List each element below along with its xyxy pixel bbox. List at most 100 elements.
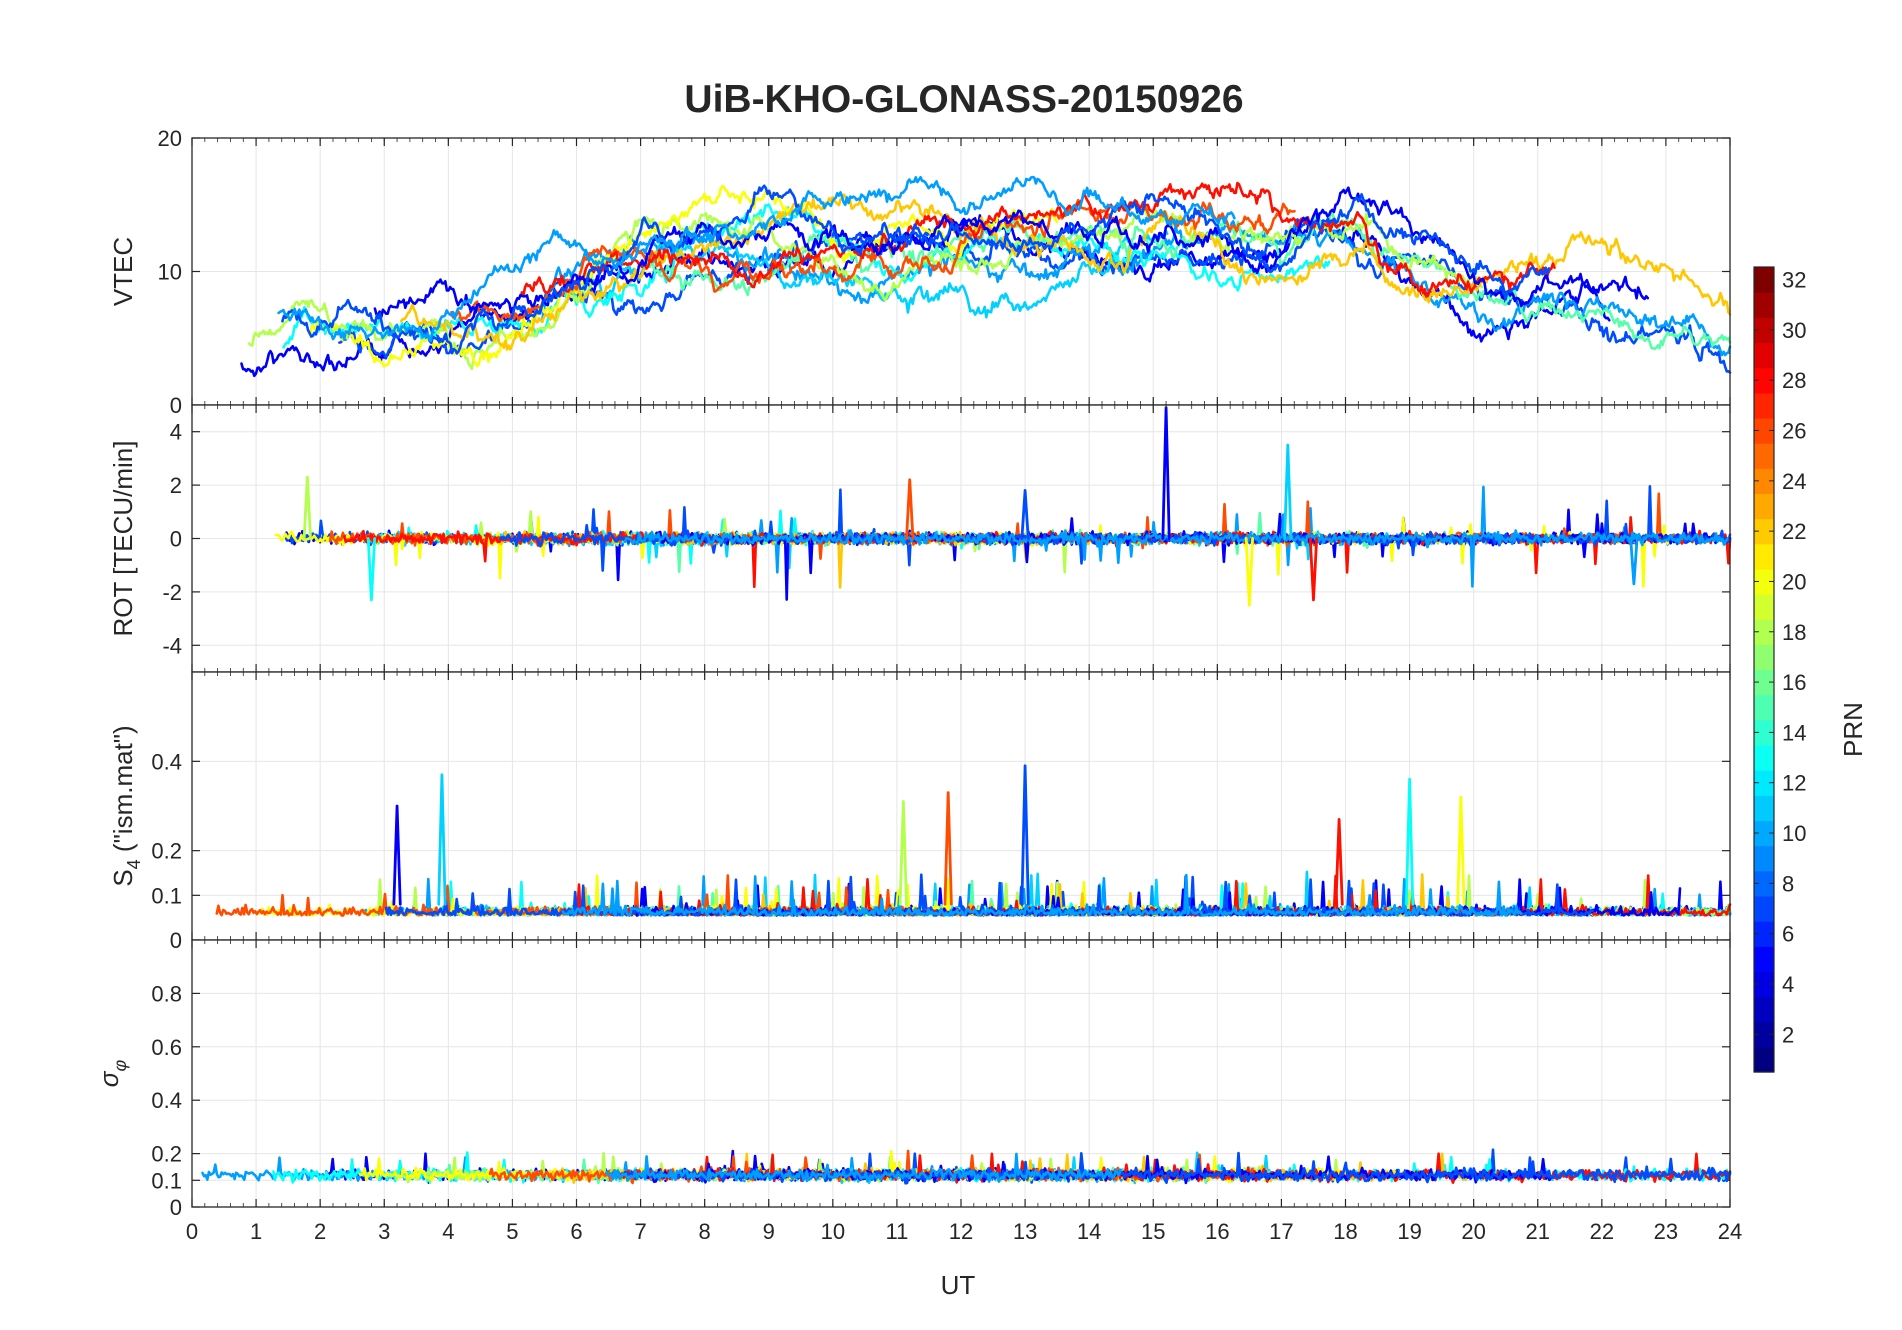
colorbar-step (1754, 770, 1774, 796)
y-tick-label: 10 (158, 260, 182, 285)
x-axis-label: UT (941, 1270, 976, 1300)
y-tick-label: 0.1 (151, 1168, 182, 1193)
colorbar-tick-label: 20 (1782, 569, 1806, 594)
spike-mark (1334, 818, 1344, 906)
colorbar-tick-label: 28 (1782, 368, 1806, 393)
colorbar-tick-label: 14 (1782, 720, 1806, 745)
x-tick-label: 23 (1654, 1219, 1678, 1244)
spike-mark (1629, 537, 1639, 586)
y-tick-label: 0.2 (151, 1142, 182, 1167)
x-tick-label: 16 (1205, 1219, 1229, 1244)
data-traces (201, 1148, 1732, 1185)
spike-mark (898, 800, 908, 906)
colorbar-tick-label: 24 (1782, 469, 1806, 494)
colorbar-step (1754, 317, 1774, 344)
spike-mark (302, 475, 312, 540)
chart-title: UiB-KHO-GLONASS-20150926 (684, 78, 1243, 121)
colorbar-step (1754, 342, 1774, 369)
x-tick-label: 24 (1718, 1219, 1742, 1244)
y-tick-label: 2 (170, 473, 182, 498)
colorbar-step (1754, 719, 1774, 746)
colorbar-step (1754, 845, 1774, 872)
colorbar-step (1754, 946, 1774, 972)
colorbar-frame (1753, 266, 1775, 1073)
colorbar-step (1754, 669, 1774, 696)
colorbar-tick-label: 16 (1782, 670, 1806, 695)
colorbar-step (1754, 468, 1774, 495)
y-tick-label: 0.6 (151, 1035, 182, 1060)
x-tick-label: 6 (570, 1219, 582, 1244)
series-line (247, 208, 1484, 371)
series-line (561, 873, 1523, 917)
colorbar-step (1754, 644, 1774, 671)
spike-mark (392, 804, 402, 906)
x-tick-label: 9 (763, 1219, 775, 1244)
x-tick-label: 1 (250, 1219, 262, 1244)
x-tick-label: 4 (442, 1219, 454, 1244)
colorbar-step (1754, 568, 1774, 595)
series-line (277, 175, 1236, 343)
x-tick-label: 8 (699, 1219, 711, 1244)
x-tick-label: 21 (1526, 1219, 1550, 1244)
y-tick-label: 0.2 (151, 839, 182, 864)
spike-mark (1020, 764, 1030, 906)
y-axis-label: S4 ("ism.mat") (108, 725, 144, 886)
colorbar-step (1754, 820, 1774, 847)
colorbar-tick-label: 4 (1782, 972, 1794, 997)
series-line (565, 229, 1169, 319)
y-axis-label: ROT [TECU/min] (108, 441, 138, 637)
colorbar-step (1754, 518, 1774, 545)
x-tick-label: 10 (821, 1219, 845, 1244)
x-tick-label: 2 (314, 1219, 326, 1244)
colorbar-step (1754, 971, 1774, 998)
y-tick-label: 20 (158, 126, 182, 151)
y-tick-label: 0 (170, 1195, 182, 1220)
colorbar-step (1754, 392, 1774, 419)
panel-1: 0 10 20 VTEC (108, 126, 1732, 418)
colorbar-step (1754, 443, 1774, 469)
x-tick-label: 3 (378, 1219, 390, 1244)
y-tick-label: 0 (170, 393, 182, 418)
colorbar-step (1754, 1021, 1774, 1048)
series-line (282, 203, 1331, 349)
panel-3: 0 0.1 0.2 0.4 S4 ("ism.mat") (108, 671, 1732, 953)
colorbar-step (1754, 543, 1774, 570)
y-axis-label: σφ (94, 1060, 130, 1088)
panel-frame (191, 939, 1731, 1208)
spike-mark (366, 537, 377, 602)
x-tick-label: 7 (634, 1219, 646, 1244)
colorbar-tick-label: 10 (1782, 821, 1806, 846)
colorbar-step (1754, 292, 1774, 318)
spike-mark (1020, 489, 1030, 540)
spike-mark (905, 478, 915, 540)
spike-mark (1308, 537, 1319, 602)
colorbar-step (1754, 996, 1774, 1023)
series-line (609, 1151, 1732, 1185)
colorbar-tick-label: 2 (1782, 1022, 1794, 1047)
y-tick-label: -2 (162, 580, 182, 605)
x-tick-label: 19 (1397, 1219, 1421, 1244)
x-tick-label: 15 (1141, 1219, 1165, 1244)
y-tick-label: 0 (170, 527, 182, 552)
y-tick-label: 0 (170, 928, 182, 953)
series-line (281, 184, 1551, 355)
x-tick-label: 13 (1013, 1219, 1037, 1244)
spike-mark (1456, 795, 1466, 906)
y-tick-label: 0.1 (151, 883, 182, 908)
colorbar-step (1754, 619, 1774, 645)
y-tick-label: 4 (170, 420, 182, 445)
y-axis-label: VTEC (108, 237, 138, 306)
data-traces (274, 406, 1732, 607)
colorbar-step (1754, 895, 1774, 922)
spike-mark (1404, 777, 1415, 906)
y-tick-label: 0.4 (151, 749, 182, 774)
colorbar-step (1754, 795, 1774, 822)
colorbar-step (1754, 744, 1774, 771)
x-tick-label: 20 (1461, 1219, 1485, 1244)
x-tick-label: 12 (949, 1219, 973, 1244)
spike-mark (1244, 537, 1254, 607)
spike-mark (943, 791, 953, 906)
colorbar-tick-label: 32 (1782, 268, 1806, 293)
series-line (399, 193, 1732, 351)
